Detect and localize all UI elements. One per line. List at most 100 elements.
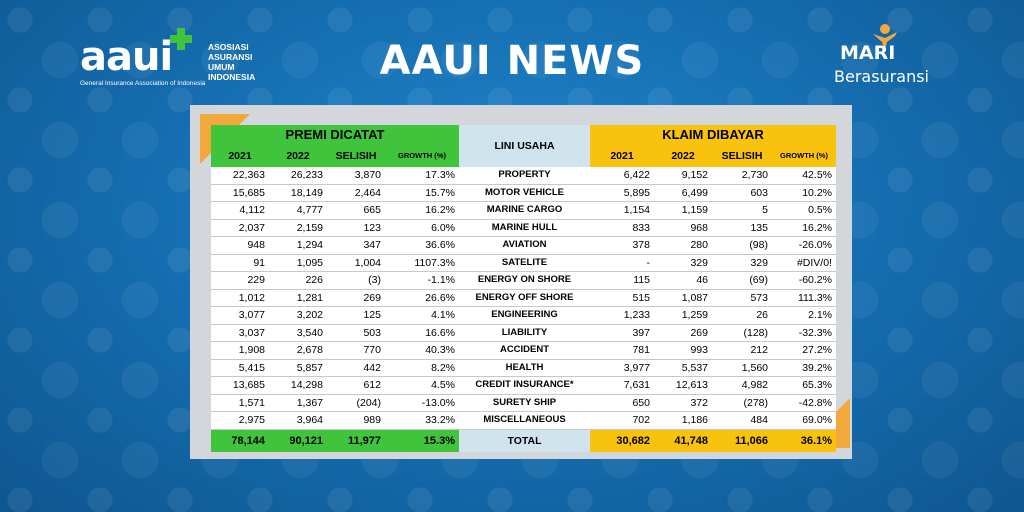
- column-header: SELISIH: [327, 145, 385, 167]
- table-cell: 3,077: [211, 306, 269, 325]
- table-cell: 12,613: [654, 376, 712, 395]
- table-cell: 16.2%: [772, 219, 836, 237]
- table-cell: 39.2%: [772, 359, 836, 377]
- table-cell: 6.0%: [385, 219, 459, 237]
- table-cell: -: [590, 254, 654, 272]
- table-cell: #DIV/0!: [772, 254, 836, 272]
- column-header: 2021: [211, 145, 269, 167]
- total-cell: 90,121: [269, 429, 327, 452]
- table-cell: 18,149: [269, 184, 327, 202]
- table-cell: 329: [712, 254, 772, 272]
- table-cell: 378: [590, 236, 654, 255]
- table-cell: 781: [590, 341, 654, 360]
- aaui-logo-text: aaui: [80, 34, 173, 80]
- table-cell: (98): [712, 236, 772, 255]
- table-cell: 10.2%: [772, 184, 836, 202]
- table-cell: 372: [654, 394, 712, 412]
- total-cell: 30,682: [590, 429, 654, 452]
- logo-line: ASURANSI: [208, 52, 253, 62]
- table-cell: 280: [654, 236, 712, 255]
- table-row: 948 1,294 347 36.6% AVIATION 378 280 (98) -26.0%: [211, 236, 836, 255]
- total-cell: 36.1%: [772, 429, 836, 452]
- table-cell: MISCELLANEOUS: [459, 411, 590, 430]
- aaui-logo-lines: ASOSIASI ASURANSI UMUM INDONESIA: [208, 42, 255, 82]
- table-row: 5,415 5,857 442 8.2% HEALTH 3,977 5,537 1,560 39…: [211, 359, 836, 377]
- table-cell: 2,730: [712, 167, 772, 185]
- table-row: 2,975 3,964 989 33.2% MISCELLANEOUS 702 1,186 4…: [211, 411, 836, 430]
- table-cell: 1,571: [211, 394, 269, 412]
- table-row: 91 1,095 1,004 1107.3% SATELITE -329 329 #DIV/0…: [211, 254, 836, 272]
- table-cell: 9,152: [654, 167, 712, 185]
- table-cell: 1,367: [269, 394, 327, 412]
- table-cell: 2,037: [211, 219, 269, 237]
- table-cell: 1,233: [590, 306, 654, 325]
- column-header: GROWTH (%): [772, 145, 836, 167]
- logo-line: UMUM: [208, 62, 235, 72]
- logo-line: INDONESIA: [208, 72, 256, 82]
- table-cell: 65.3%: [772, 376, 836, 395]
- table-cell: 36.6%: [385, 236, 459, 255]
- table-cell: 5,537: [654, 359, 712, 377]
- table-row: 3,037 3,540 503 16.6% LIABILITY 397 269 (128) -3…: [211, 324, 836, 342]
- aaui-logo: aaui ASOSIASI ASURANSI UMUM INDONESIA Ge…: [80, 28, 280, 90]
- table-row: 1,908 2,678 770 40.3% ACCIDENT 781 993 212 27.2%: [211, 341, 836, 360]
- table-cell: 484: [712, 411, 772, 430]
- table-cell: 603: [712, 184, 772, 202]
- table-cell: SATELITE: [459, 254, 590, 272]
- table-cell: 442: [327, 359, 385, 377]
- table-cell: 989: [327, 411, 385, 430]
- table-cell: 573: [712, 289, 772, 307]
- table-cell: (278): [712, 394, 772, 412]
- table-row: 13,685 14,298 612 4.5% CREDIT INSURANCE* 7,63…: [211, 376, 836, 395]
- table-cell: 1,004: [327, 254, 385, 272]
- table-cell: 7,631: [590, 376, 654, 395]
- table-cell: 2.1%: [772, 306, 836, 325]
- table-row: 1,012 1,281 269 26.6% ENERGY OFF SHORE 515 1,0…: [211, 289, 836, 307]
- table-row: 4,112 4,777 665 16.2% MARINE CARGO 1,154 1,159…: [211, 201, 836, 220]
- table-cell: -60.2%: [772, 271, 836, 290]
- person-figure-icon: [873, 24, 897, 51]
- table-cell: MARINE CARGO: [459, 201, 590, 220]
- table-cell: 2,678: [269, 341, 327, 360]
- table-cell: 3,977: [590, 359, 654, 377]
- table-cell: -1.1%: [385, 271, 459, 290]
- mari-berasuransi-logo: MARI Berasuransi: [830, 22, 956, 94]
- premi-dicatat-header: PREMI DICATAT: [211, 125, 459, 145]
- klaim-dibayar-header: KLAIM DIBAYAR: [590, 125, 836, 145]
- table-cell: 770: [327, 341, 385, 360]
- logo-line: ASOSIASI: [208, 42, 249, 52]
- table-cell: 1,154: [590, 201, 654, 220]
- total-cell: 41,748: [654, 429, 712, 452]
- table-cell: 123: [327, 219, 385, 237]
- table-cell: 833: [590, 219, 654, 237]
- table-cell: 135: [712, 219, 772, 237]
- table-cell: 1,560: [712, 359, 772, 377]
- table-cell: 5,415: [211, 359, 269, 377]
- mari-text: MARI: [840, 42, 896, 64]
- table-cell: 269: [654, 324, 712, 342]
- table-cell: (204): [327, 394, 385, 412]
- table-cell: 3,202: [269, 306, 327, 325]
- table-cell: 5,895: [590, 184, 654, 202]
- table-cell: MOTOR VEHICLE: [459, 184, 590, 202]
- table-cell: 26,233: [269, 167, 327, 185]
- table-cell: 226: [269, 271, 327, 290]
- total-row: 78,144 90,121 11,977 15.3% TOTAL 30,682 41,748…: [211, 429, 836, 452]
- table-row: 2,037 2,159 123 6.0% MARINE HULL 833 968 135 16.…: [211, 219, 836, 237]
- table-cell: 515: [590, 289, 654, 307]
- table-cell: 16.2%: [385, 201, 459, 220]
- table-cell: 612: [327, 376, 385, 395]
- table-cell: 503: [327, 324, 385, 342]
- column-header: 2021: [590, 145, 654, 167]
- table-cell: 347: [327, 236, 385, 255]
- table-cell: 3,540: [269, 324, 327, 342]
- table-cell: 3,964: [269, 411, 327, 430]
- column-header: 2022: [269, 145, 327, 167]
- table-cell: 26.6%: [385, 289, 459, 307]
- table-cell: 269: [327, 289, 385, 307]
- table-cell: 2,975: [211, 411, 269, 430]
- table-cell: 1,087: [654, 289, 712, 307]
- berasuransi-text: Berasuransi: [834, 67, 929, 86]
- table-cell: 3,037: [211, 324, 269, 342]
- table-cell: HEALTH: [459, 359, 590, 377]
